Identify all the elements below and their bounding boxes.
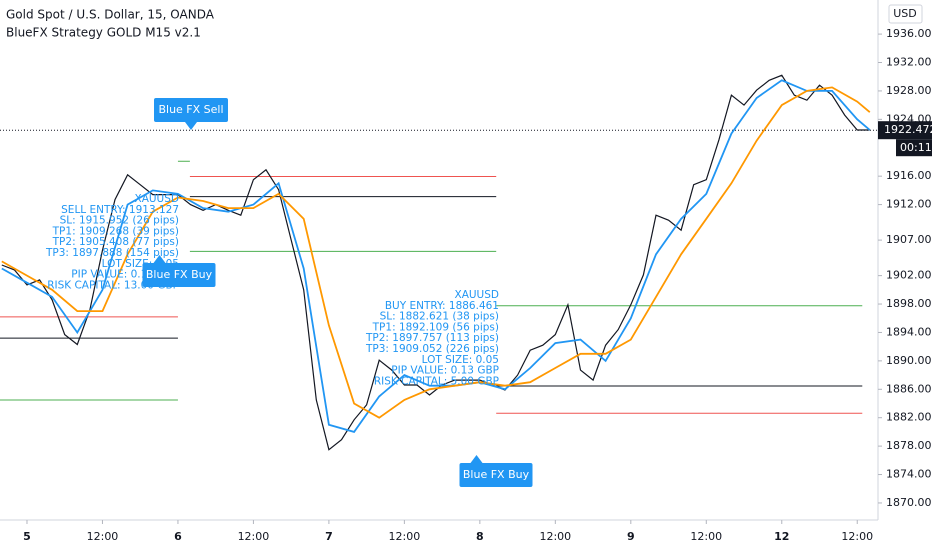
trade-info: TP2: 1897.757 (113 pips): [365, 332, 499, 344]
y-tick-label: 1898.000: [886, 297, 932, 310]
x-tick-label: 12:00: [690, 530, 722, 543]
y-tick-label: 1932.000: [886, 56, 932, 69]
current-price-label: 1922.472: [884, 123, 932, 136]
x-tick-label: 12:00: [389, 530, 421, 543]
callout-text: Blue FX Sell: [158, 103, 223, 116]
price-line: [1, 79, 871, 433]
x-tick-label: 7: [325, 530, 333, 543]
callout-box: [459, 463, 533, 487]
trade-info: SL: 1882.621 (38 pips): [380, 311, 499, 323]
y-tick-label: 1907.000: [886, 233, 932, 246]
trade-info: RISK CAPITAL: 5.00 GBP: [374, 375, 499, 387]
trade-info: XAUUSD: [455, 289, 500, 301]
y-tick-label: 1928.000: [886, 84, 932, 97]
trade-info: SELL ENTRY: 1913.127: [61, 204, 179, 216]
x-tick-label: 12: [774, 530, 789, 543]
trade-info: XAUUSD: [135, 193, 180, 205]
x-tick-label: 8: [476, 530, 484, 543]
price-line: [1, 74, 870, 451]
trade-info: TP1: 1892.109 (56 pips): [372, 321, 499, 333]
y-tick-label: 1870.000: [886, 496, 932, 509]
trade-info: BUY ENTRY: 1886.461: [385, 300, 499, 312]
y-tick-label: 1886.000: [886, 382, 932, 395]
trade-info: SL: 1915.952 (26 pips): [60, 215, 179, 227]
x-tick-label: 12:00: [539, 530, 571, 543]
x-tick-label: 6: [174, 530, 182, 543]
trade-info: TP2: 1905.408 (77 pips): [52, 236, 179, 248]
callout-box: [142, 263, 216, 287]
trade-info: LOT SIZE: 0.05: [422, 354, 499, 366]
y-tick-label: 1890.000: [886, 354, 932, 367]
x-tick-label: 5: [23, 530, 31, 543]
indicator-name: BlueFX Strategy GOLD M15 v2.1: [6, 26, 201, 40]
trade-info: TP3: 1897.888 (154 pips): [45, 247, 179, 259]
countdown-box: [896, 139, 932, 157]
trade-info: PIP VALUE: 0.13 GBP: [391, 365, 499, 377]
currency-box[interactable]: [888, 4, 923, 24]
y-tick-label: 1882.000: [886, 411, 932, 424]
y-tick-label: 1894.000: [886, 325, 932, 338]
y-tick-label: 1936.000: [886, 27, 932, 40]
callout-text: Blue FX Buy: [463, 468, 530, 481]
x-tick-label: 12:00: [87, 530, 119, 543]
trade-info: TP3: 1909.052 (226 pips): [365, 343, 499, 355]
currency: USD: [893, 7, 917, 20]
callout-arrow: [153, 255, 166, 263]
chart-title: Gold Spot / U.S. Dollar, 15, OANDA: [6, 8, 215, 22]
callout-arrow: [185, 122, 197, 130]
y-tick-label: 1902.000: [886, 269, 932, 282]
callout-box: [154, 98, 228, 122]
trade-info: TP1: 1909.268 (39 pips): [52, 225, 179, 237]
callout-arrow: [470, 455, 483, 463]
x-tick-label: 9: [627, 530, 635, 543]
x-tick-label: 12:00: [238, 530, 270, 543]
callout-text: Blue FX Buy: [146, 268, 213, 281]
current-price-box: [878, 121, 932, 140]
price-line: [1, 86, 871, 419]
y-tick-label: 1916.000: [886, 169, 932, 182]
y-tick-label: 1878.000: [886, 439, 932, 452]
y-tick-label: 1912.000: [886, 198, 932, 211]
y-tick-label: 1874.000: [886, 468, 932, 481]
plot-area: [0, 74, 878, 451]
countdown: 00:11: [900, 141, 932, 154]
x-tick-label: 12:00: [841, 530, 873, 543]
